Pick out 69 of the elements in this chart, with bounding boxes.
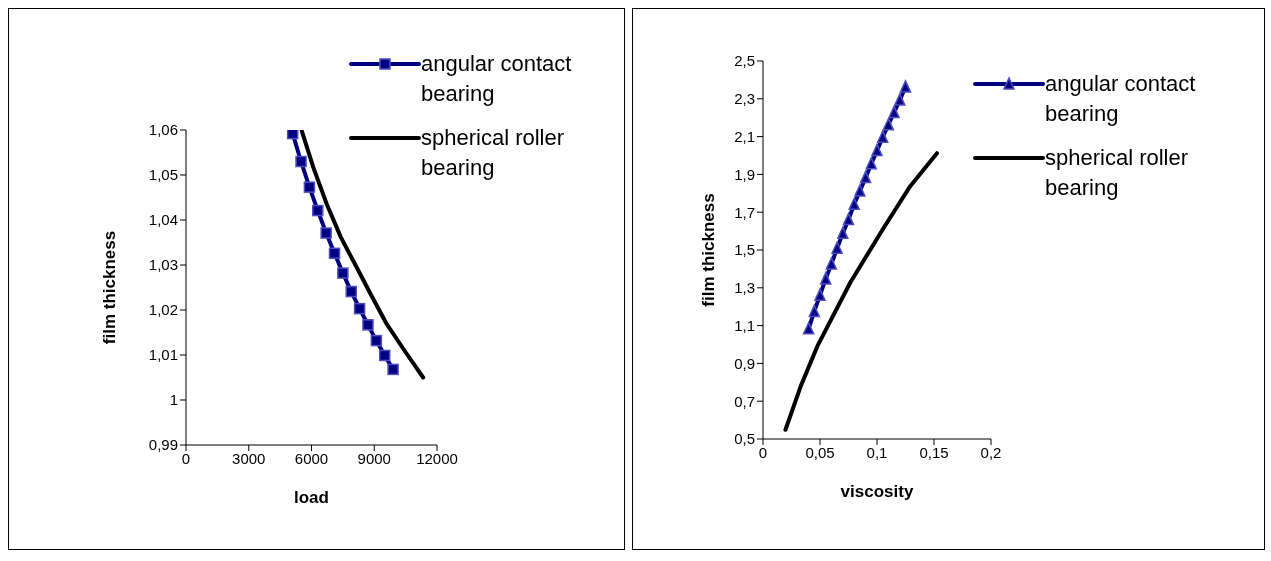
point (320, 227, 332, 239)
point (328, 247, 341, 260)
legend-label: angular contact bearing (1045, 70, 1197, 128)
legend-label: spherical roller bearing (421, 124, 566, 182)
y-tick-label: 1,3 (734, 279, 755, 297)
legend-label: spherical roller bearing (1045, 144, 1190, 202)
point (882, 117, 895, 131)
point (345, 285, 357, 298)
point (362, 319, 374, 331)
point (353, 302, 366, 315)
y-tick-label: 1,02 (148, 301, 178, 319)
point (825, 257, 838, 270)
y-tick-label: 1,9 (734, 165, 755, 183)
point (888, 105, 900, 119)
point (370, 334, 383, 347)
y-tick-label: 1,01 (148, 346, 178, 364)
x-tick-label: 0,15 (919, 443, 949, 461)
point (808, 304, 821, 318)
point (831, 241, 843, 255)
point (865, 157, 878, 170)
x-tick-label: 0 (758, 443, 768, 461)
x-tick-label: 0,1 (866, 443, 888, 461)
point (337, 267, 349, 279)
point (387, 363, 399, 376)
y-tick-label: 0,9 (734, 354, 755, 372)
point (854, 184, 866, 197)
x-tick-label: 12000 (416, 449, 458, 467)
y-axis-title: film thickness (699, 193, 719, 307)
legend-label: angular contact bearing (421, 50, 573, 108)
x-tick-label: 0 (181, 449, 191, 467)
point (295, 155, 307, 168)
y-tick-label: 2,1 (734, 127, 755, 145)
x-tick-label: 0,05 (805, 443, 835, 461)
point (837, 226, 849, 240)
point (802, 322, 815, 335)
point (899, 80, 912, 93)
point (378, 349, 391, 362)
y-tick-label: 1,7 (734, 203, 755, 221)
point (303, 181, 316, 193)
point (312, 204, 324, 217)
x-axis-title: viscosity (840, 482, 914, 501)
y-tick-label: 1,05 (148, 166, 178, 184)
point (848, 197, 860, 211)
y-tick-label: 1 (169, 391, 178, 409)
y-tick-label: 1,03 (148, 256, 178, 274)
point (894, 93, 906, 106)
line-series (783, 151, 939, 432)
y-tick-label: 2,3 (734, 90, 755, 108)
point (819, 272, 832, 285)
y-tick-label: 1,1 (734, 316, 755, 334)
point (814, 288, 826, 301)
y-tick-label: 0,99 (148, 436, 178, 454)
x-tick-label: 6000 (294, 449, 329, 467)
point (876, 130, 889, 143)
x-axis-title: load (294, 488, 329, 507)
y-tick-label: 0,7 (734, 392, 755, 410)
y-tick-label: 1,04 (148, 211, 178, 229)
point (859, 170, 872, 184)
y-tick-label: 2,5 (734, 52, 755, 70)
y-tick-label: 1,06 (148, 121, 178, 139)
y-axis-title: film thickness (100, 230, 120, 345)
point (871, 143, 883, 157)
point (842, 212, 855, 226)
x-tick-label: 3000 (232, 449, 266, 467)
point (286, 130, 299, 140)
x-tick-label: 0,2 (980, 443, 1002, 461)
x-tick-label: 9000 (357, 449, 391, 467)
y-tick-label: 1,5 (734, 241, 755, 259)
y-tick-label: 0,5 (734, 430, 755, 448)
